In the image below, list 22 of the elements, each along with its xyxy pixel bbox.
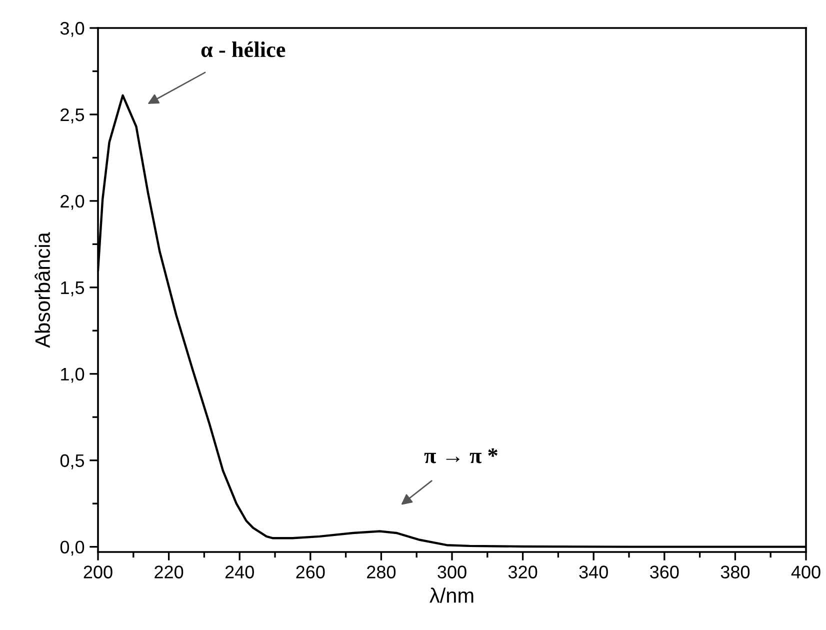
x-tick-label: 320 <box>508 566 538 578</box>
annotation: π → π * <box>424 448 498 464</box>
y-tick-label: 2,5 <box>60 108 84 124</box>
x-tick-label: 280 <box>367 566 396 578</box>
x-tick-label: 380 <box>720 566 750 578</box>
y-tick-label: 3,0 <box>60 22 84 37</box>
y-tick-label: 1,0 <box>61 368 84 383</box>
y-tick-label: 0,0 <box>60 540 84 556</box>
x-tick-label: 400 <box>791 566 820 578</box>
x-tick-label: 220 <box>154 566 184 578</box>
y-tick-label: 1,5 <box>61 282 84 296</box>
y-tick-label: 2,0 <box>60 194 84 210</box>
x-tick-label: 200 <box>84 566 112 578</box>
x-tick-label: 260 <box>296 566 325 578</box>
y-axis-title: Absorbância <box>34 232 50 348</box>
annotation: α - hélice <box>201 41 286 58</box>
x-tick-label: 340 <box>579 566 608 578</box>
x-axis-title: λ/nm <box>430 588 474 603</box>
x-tick-label: 240 <box>225 566 254 578</box>
y-tick-label: 0,5 <box>60 454 84 470</box>
x-tick-label: 360 <box>650 566 679 578</box>
x-tick-label: 300 <box>438 566 466 578</box>
